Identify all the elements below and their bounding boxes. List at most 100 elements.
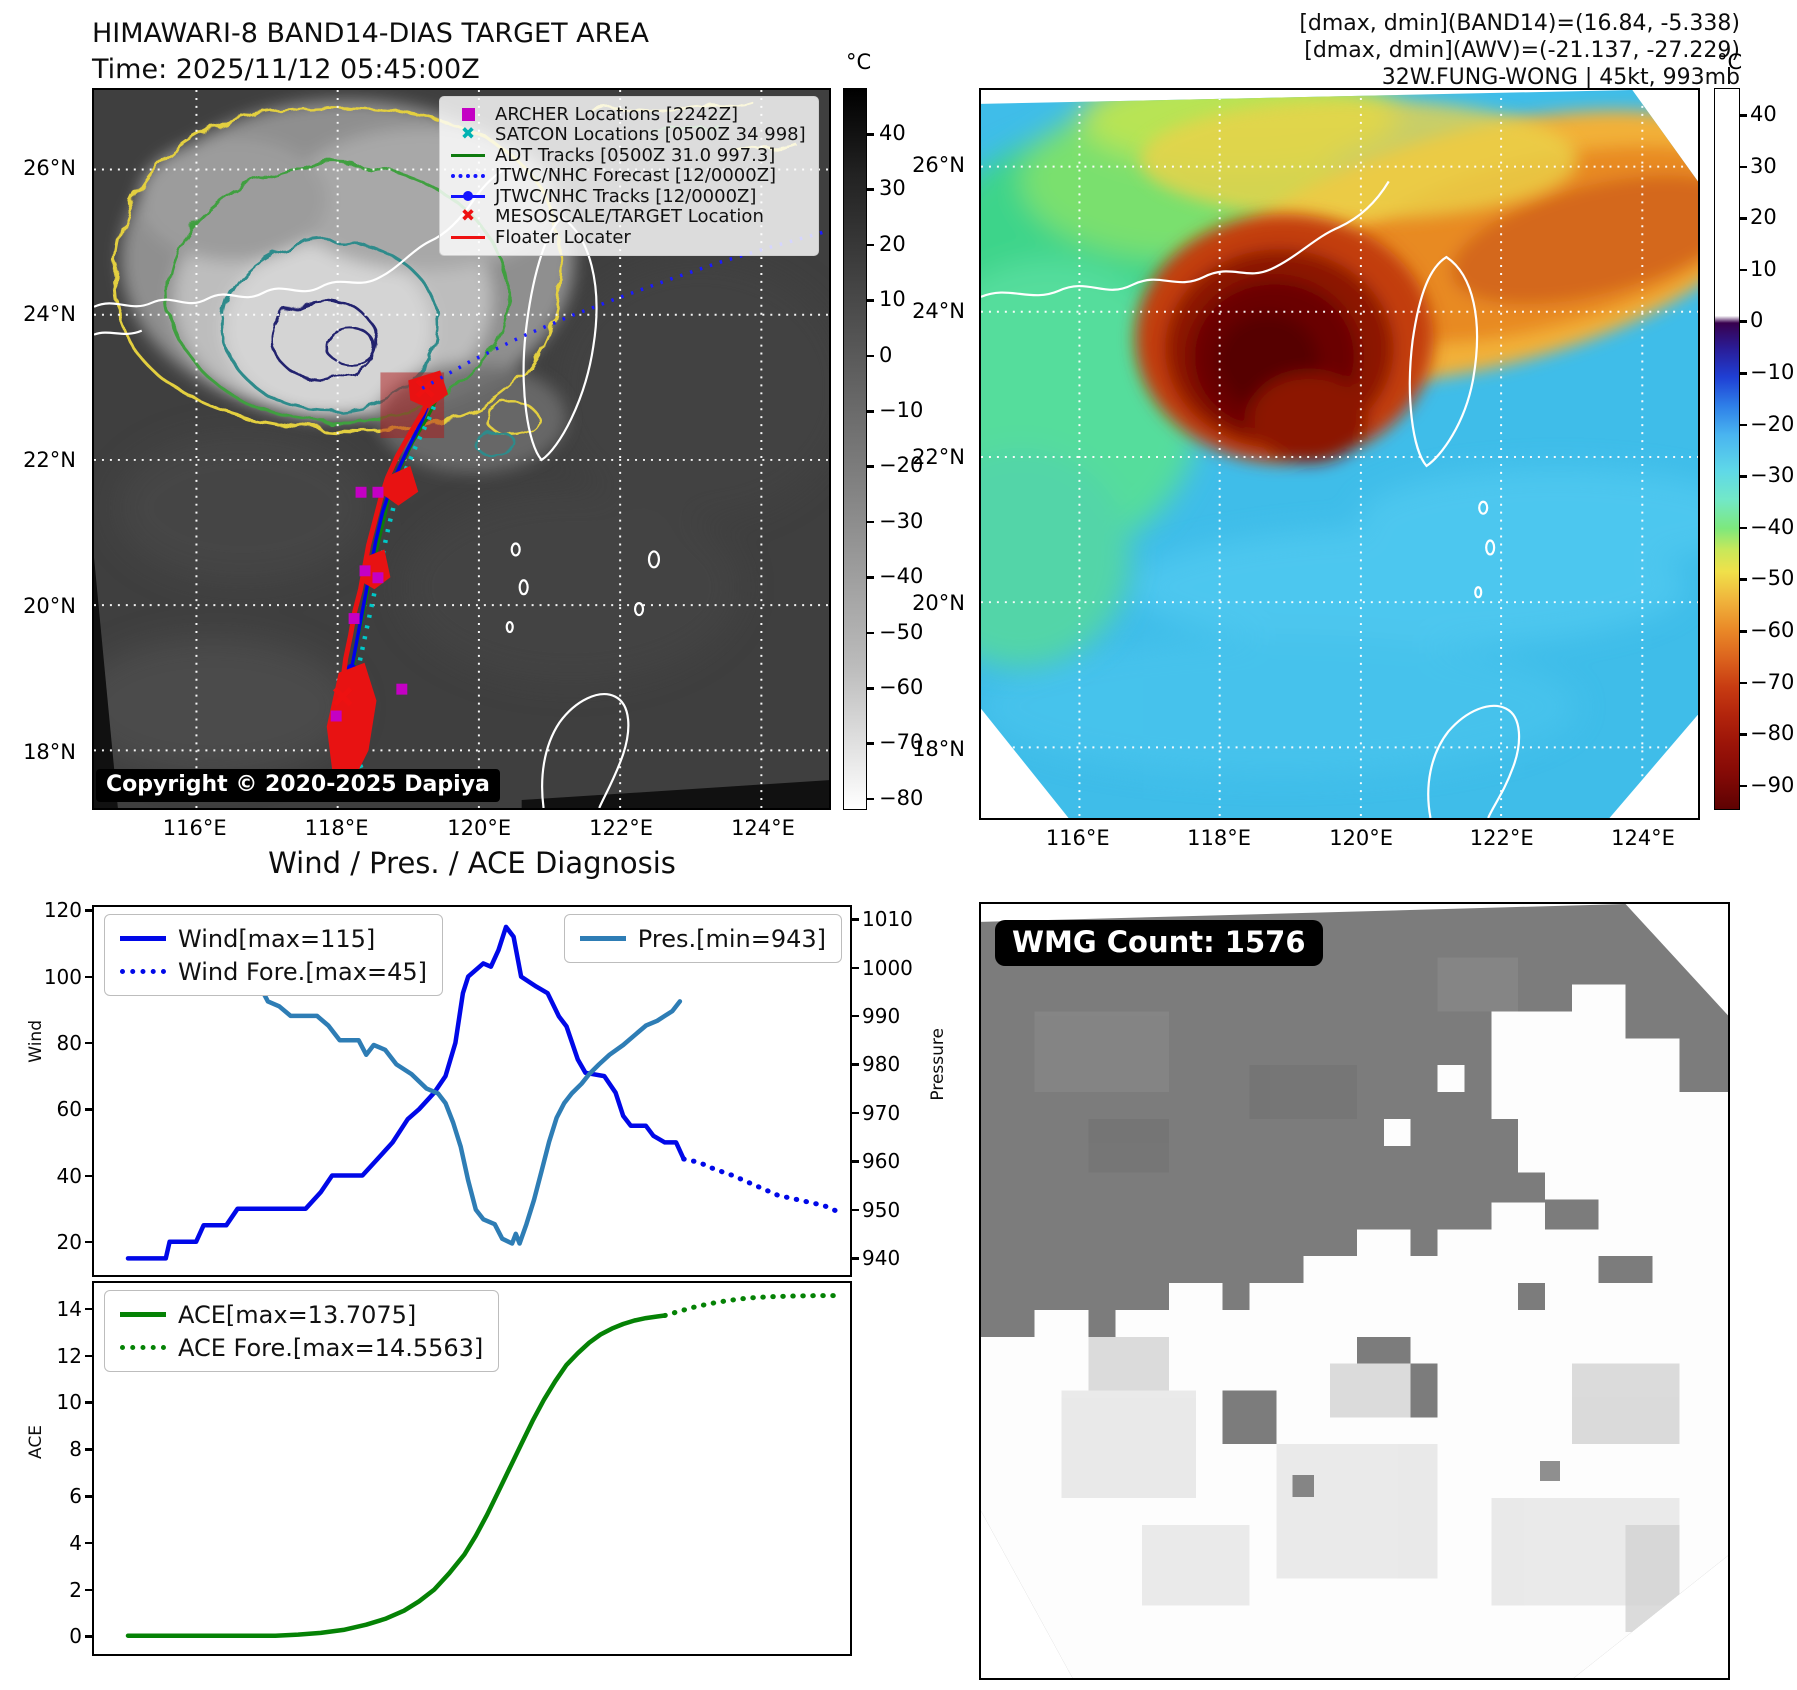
legend-row: ARCHER Locations [2242Z] <box>450 104 806 125</box>
colorbar-tick-label: 10 <box>1750 256 1777 281</box>
lon-tick-label: 116°E <box>162 816 227 840</box>
legend-row: Pres.[min=943] <box>579 922 826 955</box>
colorbar-tick-label: 20 <box>879 231 906 256</box>
y-tick-label: 40 <box>56 1163 82 1188</box>
y-tick-label: 120 <box>43 898 82 923</box>
legend-row: JTWC/NHC Tracks [12/0000Z] <box>450 186 806 207</box>
colorbar-tick-mark <box>1739 320 1747 323</box>
colorbar-tick-label: −90 <box>1750 772 1795 797</box>
y-tick-mark <box>85 909 94 912</box>
colorbar-tick-label: −10 <box>1750 360 1795 384</box>
solid-line-icon <box>579 936 626 941</box>
legend-label: SATCON Locations [0500Z 34 998] <box>495 124 806 146</box>
awv-colorbar-labels: 40 30 20 10 0 −10 −20 −30 −40 −50 −60 −70 −80 −90 <box>1750 88 1797 810</box>
y-tick-mark <box>85 1240 94 1244</box>
lon-tick-label: 122°E <box>589 816 654 840</box>
wmg-count-map: WMG Count: 1576 <box>979 902 1730 1680</box>
awv-image <box>981 90 1698 818</box>
y-tick-mark <box>85 1108 94 1111</box>
y-tick-label: 2 <box>69 1577 82 1602</box>
band14-colorbar-unit: °C <box>846 50 872 74</box>
colorbar-tick-mark <box>1739 268 1747 272</box>
band14-lat-axis: 26°N 24°N 22°N 20°N 18°N <box>14 88 82 810</box>
wind-legend: Wind[max=115] Wind Fore.[max=45] <box>104 914 443 996</box>
colorbar-tick-label: 10 <box>879 287 906 312</box>
colorbar-tick-mark <box>866 631 874 635</box>
legend-row: Floater Locater <box>450 227 806 248</box>
colorbar-tick-label: −80 <box>1750 721 1795 746</box>
legend-marker-dot <box>463 191 473 201</box>
legend-marker <box>451 173 485 178</box>
cross-marker-icon: ✖ <box>450 208 486 225</box>
square-marker-icon <box>450 107 486 121</box>
colorbar-tick-label: 40 <box>879 121 906 145</box>
y-tick-mark <box>85 1635 94 1638</box>
chart-series-line <box>681 1156 842 1215</box>
ace-axis-label: ACE <box>26 1425 46 1459</box>
colorbar-tick-label: −10 <box>879 398 924 422</box>
y-tick-mark <box>85 1174 94 1178</box>
lat-tick-label: 18°N <box>23 739 76 764</box>
lat-tick-label: 26°N <box>23 156 76 181</box>
y-tick-label: 950 <box>862 1197 901 1222</box>
band14-lon-axis: 116°E 118°E 120°E 122°E 124°E <box>92 816 831 844</box>
y-tick-mark <box>850 1014 859 1018</box>
y-tick-label: 0 <box>69 1624 82 1649</box>
lon-tick-label: 118°E <box>1187 826 1252 850</box>
y-tick-mark <box>85 1307 94 1311</box>
legend-label: Pres.[min=943] <box>637 924 826 953</box>
wind-pressure-chart: Wind[max=115] Wind Fore.[max=45] Pres.[mi… <box>44 898 913 1277</box>
lat-tick-label: 22°N <box>912 444 965 469</box>
legend-marker <box>451 153 485 157</box>
wind-axis-label: Wind <box>26 1020 46 1063</box>
lon-tick-label: 122°E <box>1469 826 1534 850</box>
awv-color-map <box>979 88 1700 820</box>
awv-colorbar <box>1714 88 1747 810</box>
lon-tick-label: 120°E <box>1329 826 1394 850</box>
legend-row: ADT Tracks [0500Z 31.0 997.3] <box>450 145 806 166</box>
legend-row: ✖ SATCON Locations [0500Z 34 998] <box>450 124 806 146</box>
legend-marker: ✖ <box>460 124 476 145</box>
colorbar-tick-mark <box>866 299 874 302</box>
colorbar-tick-mark <box>866 576 874 579</box>
colorbar-tick-label: 40 <box>1750 102 1777 126</box>
colorbar-tick-label: −30 <box>879 508 924 533</box>
y-tick-label: 80 <box>56 1030 82 1055</box>
colorbar-tick-mark <box>1739 423 1747 427</box>
legend-row: Wind Fore.[max=45] <box>120 955 427 988</box>
cross-marker-icon: ✖ <box>450 126 486 143</box>
y-tick-mark <box>850 1111 859 1115</box>
lat-tick-label: 20°N <box>23 593 76 618</box>
y-tick-mark <box>850 966 859 970</box>
solid-line-icon <box>120 1312 166 1317</box>
colorbar-tick-label: 30 <box>879 176 906 201</box>
legend-row: JTWC/NHC Forecast [12/0000Z] <box>450 165 806 186</box>
colorbar-tick-mark <box>866 742 874 745</box>
colorbar-tick-mark <box>1739 526 1747 530</box>
legend-label: JTWC/NHC Tracks [12/0000Z] <box>495 185 757 207</box>
colorbar-tick-mark <box>1739 784 1747 788</box>
y-tick-mark <box>85 1041 94 1045</box>
y-tick-label: 960 <box>862 1149 901 1174</box>
colorbar-tick-mark <box>866 797 874 801</box>
lat-tick-label: 24°N <box>23 301 76 326</box>
colorbar-tick-label: −40 <box>879 564 924 589</box>
jtwc-forecast-line <box>421 228 829 390</box>
y-tick-label: 6 <box>69 1484 82 1508</box>
lon-tick-label: 124°E <box>1611 826 1675 850</box>
y-tick-label: 10 <box>56 1390 82 1415</box>
awv-colorbar-unit: °C <box>1717 50 1743 74</box>
ace-legend: ACE[max=13.7075] ACE Fore.[max=14.5563] <box>104 1290 500 1372</box>
legend-row: ACE Fore.[max=14.5563] <box>120 1331 483 1364</box>
colorbar-tick-label: 0 <box>1750 308 1764 333</box>
archer-markers <box>330 486 408 722</box>
lon-tick-label: 118°E <box>304 816 369 840</box>
colorbar-tick-label: −70 <box>879 730 924 755</box>
mesoscale-target-markers <box>332 378 435 707</box>
colorbar-tick-label: −60 <box>879 675 924 699</box>
colorbar-tick-label: −20 <box>1750 411 1795 436</box>
colorbar-tick-mark <box>1739 475 1747 478</box>
colorbar-tick-label: −20 <box>879 453 924 478</box>
map-legend: ARCHER Locations [2242Z] ✖ SATCON Location… <box>439 96 819 256</box>
